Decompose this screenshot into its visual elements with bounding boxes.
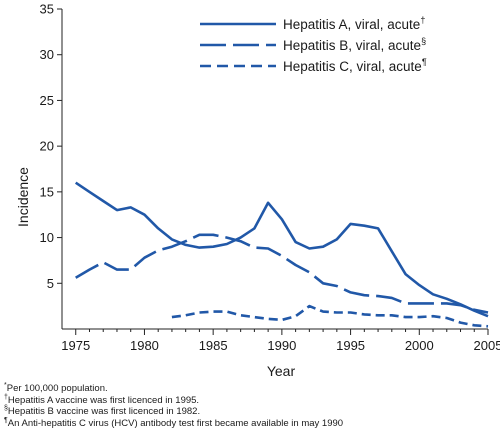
series-line-hepatitis-c [171,304,489,328]
x-tick-label: 1990 [267,338,296,353]
y-tick-label: 5 [47,276,54,291]
x-tick-label: 1995 [336,338,365,353]
y-tick-label: 10 [40,230,54,245]
y-axis-label: Incidence [15,167,31,227]
incidence-line-chart: 5 10 15 20 25 30 35 1975 1980 1985 1990 1995 2000 200… [15,2,500,380]
x-tick-label: 1975 [61,338,90,353]
footnote-hepatitis-a: †Hepatitis A vaccine was first licenced … [4,393,200,406]
legend-label: Hepatitis B, viral, acute§ [283,36,426,53]
legend-label: Hepatitis A, viral, acute† [283,15,425,32]
chart-legend: Hepatitis A, viral, acute† Hepatitis B, v… [200,15,427,74]
footnote-population: *Per 100,000 population. [4,381,108,394]
legend-label: Hepatitis C, viral, acute¶ [283,57,427,74]
x-tick-label: 2005 [474,338,500,353]
y-tick-label: 35 [40,2,54,17]
chart-ticks: 5 10 15 20 25 30 35 1975 1980 1985 1990 1995 2000 200… [40,2,500,354]
chart-axes [61,9,488,330]
y-tick-label: 25 [40,93,54,108]
x-tick-label: 1980 [130,338,159,353]
footnote-hepatitis-b: §Hepatitis B vaccine was first licenced … [4,405,201,418]
chart-series-lines [74,181,489,328]
x-axis-label: Year [267,363,296,379]
y-tick-label: 20 [40,139,54,154]
series-line-hepatitis-b [75,233,489,314]
footnotes: *Per 100,000 population. †Hepatitis A va… [4,381,496,429]
x-tick-label: 1985 [199,338,228,353]
series-line-hepatitis-a [74,181,489,318]
footnote-hepatitis-c: ¶An Anti-hepatitis C virus (HCV) antibod… [4,416,344,429]
y-tick-label: 30 [40,47,54,62]
x-tick-label: 2000 [405,338,434,353]
y-tick-label: 15 [40,184,54,199]
